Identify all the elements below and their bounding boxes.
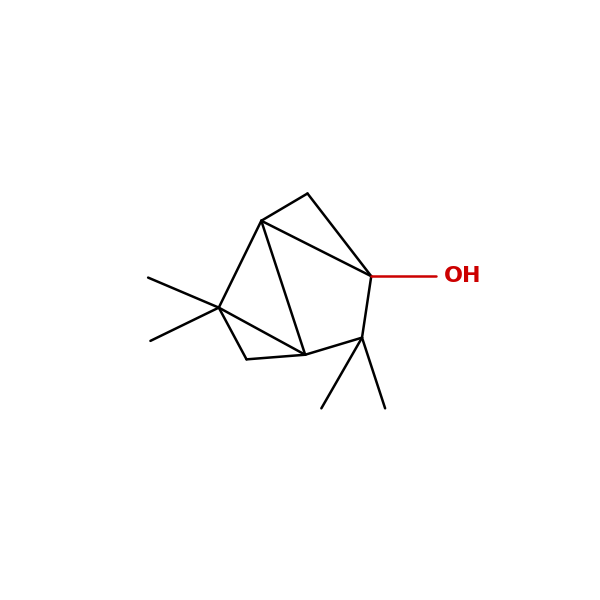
Text: OH: OH	[444, 266, 482, 286]
